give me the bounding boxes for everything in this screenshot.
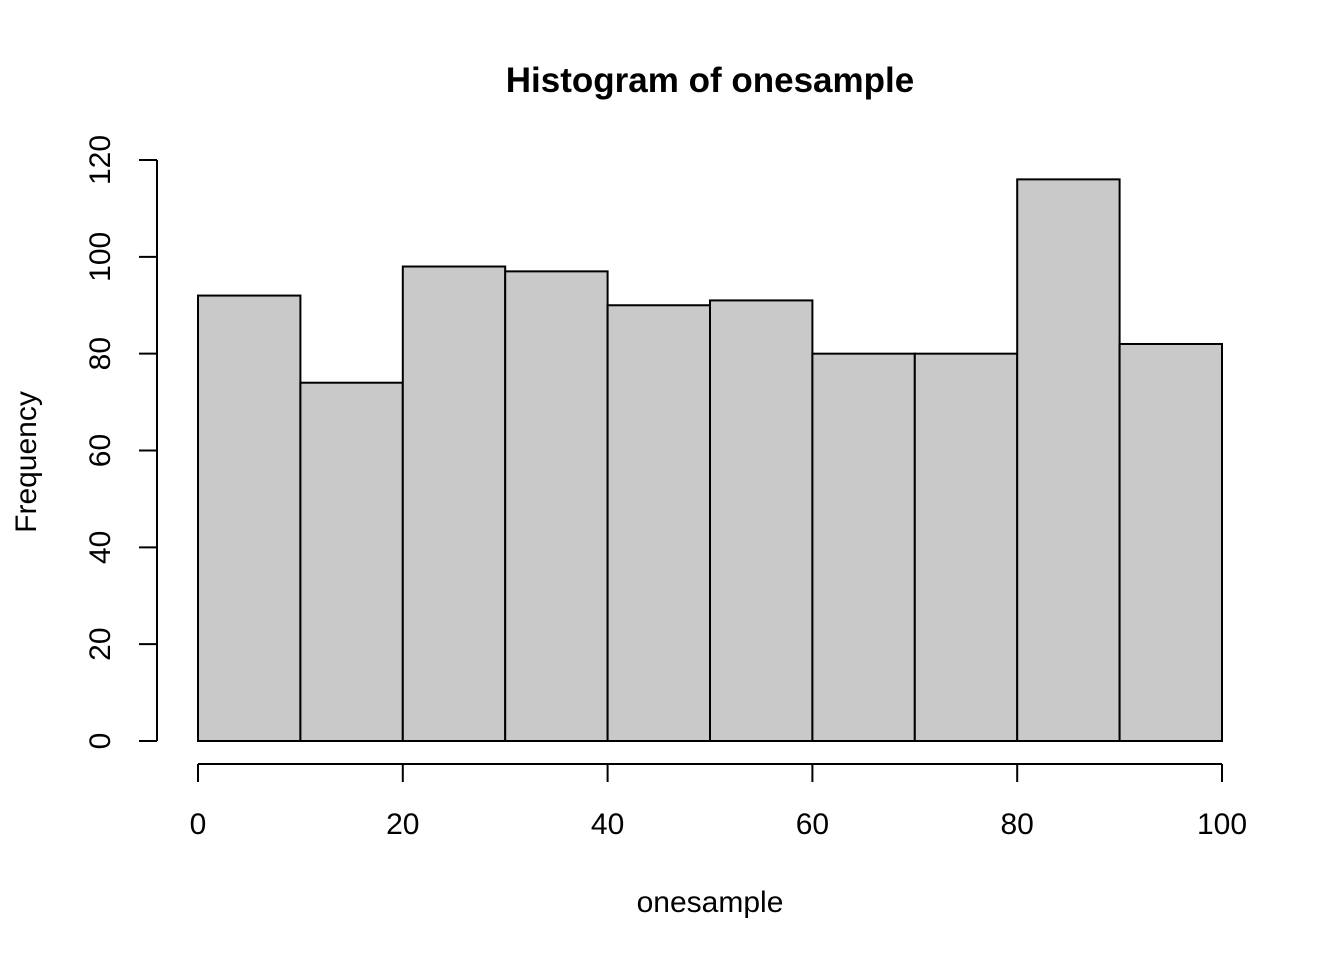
y-tick-label: 120 <box>84 135 117 185</box>
histogram-bar-5 <box>709 299 814 742</box>
x-tick-label: 20 <box>386 808 419 841</box>
y-tick-label: 60 <box>84 434 117 467</box>
x-tick-label: 60 <box>796 808 829 841</box>
y-axis-label: Frequency <box>10 391 43 533</box>
histogram-bar-2 <box>401 265 507 742</box>
histogram-bar-4 <box>606 304 711 742</box>
histogram-bar-0 <box>197 294 302 742</box>
x-tick-label: 40 <box>591 808 624 841</box>
chart-title: Histogram of onesample <box>506 61 914 100</box>
x-tick-label: 0 <box>190 808 207 841</box>
histogram-bar-9 <box>1118 342 1223 742</box>
y-axis: 0 20 40 60 80 100 120 <box>84 135 158 750</box>
histogram-bar-7 <box>913 352 1019 742</box>
y-tick-label: 0 <box>84 733 117 750</box>
y-tick-label: 80 <box>84 337 117 370</box>
histogram-bar-1 <box>299 381 404 742</box>
x-tick-label: 100 <box>1197 808 1247 841</box>
y-tick-label: 100 <box>84 232 117 282</box>
x-axis-label: onesample <box>637 886 784 919</box>
histogram-bar-3 <box>504 270 609 742</box>
y-tick-label: 20 <box>84 627 117 660</box>
histogram-bar-8 <box>1016 178 1121 743</box>
histogram-bar-6 <box>811 352 916 742</box>
y-tick-label: 40 <box>84 531 117 564</box>
bars-group <box>197 178 1223 743</box>
x-axis: 0 20 40 60 80 100 <box>190 763 1247 841</box>
x-tick-label: 80 <box>1001 808 1034 841</box>
